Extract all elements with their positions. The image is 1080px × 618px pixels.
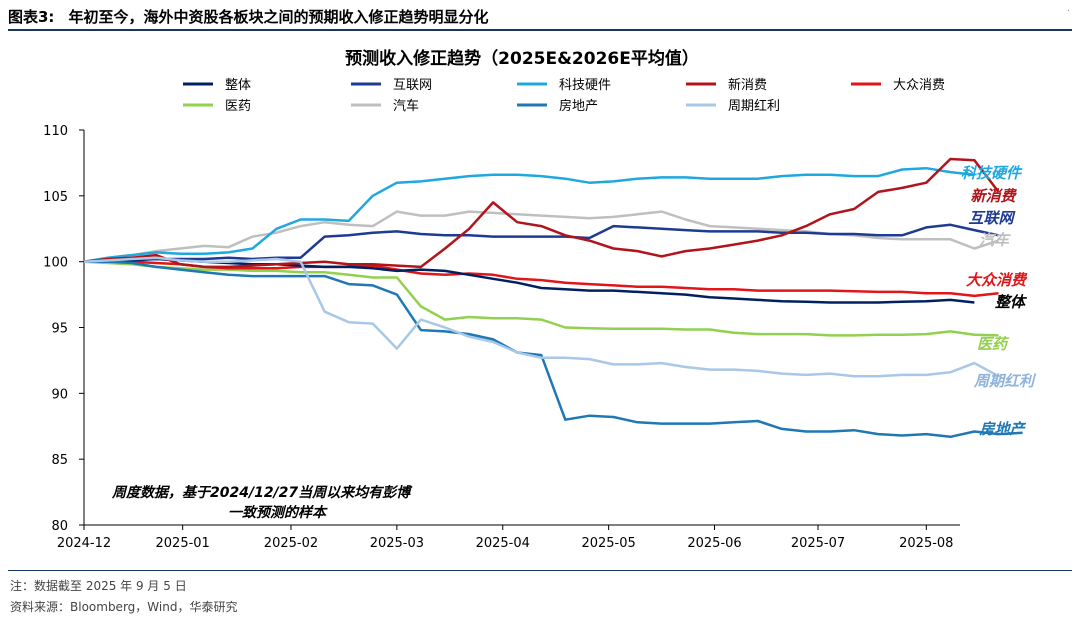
- end-label-5: 大众消费: [966, 271, 1028, 289]
- x-tick-label-5: 2025-04: [476, 536, 530, 551]
- series-line-3: [83, 166, 975, 263]
- footnote-source: 资料来源：Bloomberg，Wind，华泰研究: [10, 600, 238, 614]
- x-tick-label-9: 2025-08: [899, 536, 953, 551]
- legend-entry-8: 房地产: [559, 98, 598, 114]
- series-line-1: [83, 257, 975, 304]
- x-tick-label-3: 2025-02: [264, 536, 318, 551]
- x-tick-label-7: 2025-06: [687, 536, 741, 551]
- revenue-revision-chart: 预测收入修正趋势（2025E&2026E平均值）整体 互联网 科技硬件 新消费 大众消费…: [43, 48, 1037, 551]
- x-tick-label-1: 2024-12: [57, 536, 111, 551]
- exhibit-title: 图表3: 年初至今，海外中资股各板块之间的预期收入修正趋势明显分化: [8, 6, 488, 27]
- end-label-1: 整体: [995, 293, 1028, 311]
- annotation-line-1: 周度数据，基于2024/12/27当周以来均有彭博: [111, 484, 413, 501]
- legend-entry-4: 新消费: [728, 77, 767, 93]
- series-line-4: [83, 157, 1000, 269]
- exhibit-title-text: 年初至今，海外中资股各板块之间的预期收入修正趋势明显分化: [68, 8, 489, 26]
- legend-entry-5: 大众消费: [893, 78, 945, 93]
- y-tick-label-5: 100: [43, 256, 68, 271]
- x-tick-label-4: 2025-03: [370, 536, 424, 551]
- series-line-8: [84, 260, 1023, 439]
- y-tick-label-4: 95: [51, 322, 68, 337]
- end-label-4: 新消费: [970, 187, 1017, 205]
- footer-rule: [8, 570, 1072, 571]
- y-tick-label-3: 90: [51, 387, 68, 402]
- legend-entry-9: 周期红利: [728, 98, 780, 114]
- y-tick-label-2: 85: [51, 453, 68, 468]
- x-tick-label-2: 2025-01: [156, 536, 210, 551]
- legend-entry-7: 汽车: [393, 98, 419, 114]
- end-label-2: 互联网: [968, 209, 1016, 227]
- end-label-8: 房地产: [978, 420, 1026, 438]
- series-line-2: [84, 223, 999, 263]
- footnote-note: 注：数据截至 2025 年 9 月 5 日: [10, 579, 187, 593]
- annotation-line-2: 一致预测的样本: [228, 504, 328, 521]
- legend-entry-1: 整体: [225, 78, 251, 93]
- y-tick-label-7: 110: [43, 124, 68, 139]
- series-line-6: [83, 260, 999, 337]
- legend-entry-6: 医药: [225, 99, 251, 114]
- legend-entry-2: 互联网: [393, 78, 432, 93]
- corner-mark: ·: [1066, 6, 1070, 17]
- y-tick-label-1: 80: [51, 519, 68, 534]
- x-tick-label-6: 2025-05: [581, 536, 635, 551]
- x-tick-label-8: 2025-07: [791, 536, 845, 551]
- exhibit-label: 图表3:: [8, 8, 55, 26]
- end-label-9: 周期红利: [973, 372, 1037, 390]
- legend-entry-3: 科技硬件: [559, 78, 611, 93]
- series-line-9: [83, 256, 1000, 378]
- chart-title: 预测收入修正趋势（2025E&2026E平均值）: [345, 48, 699, 69]
- y-tick-label-6: 105: [43, 190, 68, 205]
- end-label-6: 医药: [977, 335, 1010, 353]
- title-rule: [8, 29, 1072, 31]
- end-label-7: 汽车: [979, 231, 1011, 249]
- end-label-3: 科技硬件: [961, 164, 1023, 182]
- series-line-5: [84, 260, 999, 298]
